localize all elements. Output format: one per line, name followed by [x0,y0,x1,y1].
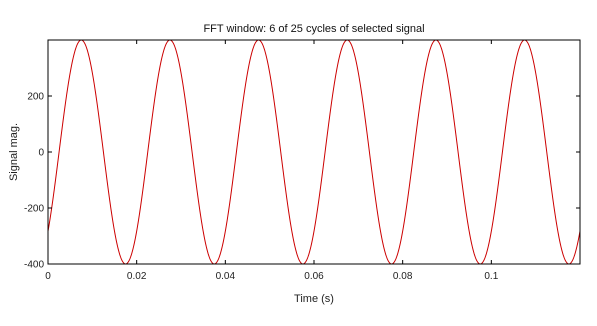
y-axis-ticks: -400 -200 0 200 [24,92,580,271]
y-axis-label: Signal mag. [8,123,20,181]
x-tick-label: 0.08 [393,271,413,282]
x-tick-label: 0.1 [484,271,498,282]
x-axis-ticks: 0 0.02 0.04 0.06 0.08 0.1 [45,40,499,282]
x-tick-label: 0.04 [216,271,236,282]
x-tick-label: 0 [45,271,51,282]
x-tick-label: 0.02 [127,271,147,282]
plot-background [48,40,580,264]
y-tick-label: -400 [24,260,44,271]
y-tick-label: 0 [38,148,44,159]
chart-title: FFT window: 6 of 25 cycles of selected s… [203,23,424,35]
y-tick-label: -200 [24,204,44,215]
x-axis-label: Time (s) [294,293,334,305]
x-tick-label: 0.06 [304,271,324,282]
y-tick-label: 200 [27,92,44,103]
signal-layer [47,39,581,265]
signal-line [47,39,581,265]
